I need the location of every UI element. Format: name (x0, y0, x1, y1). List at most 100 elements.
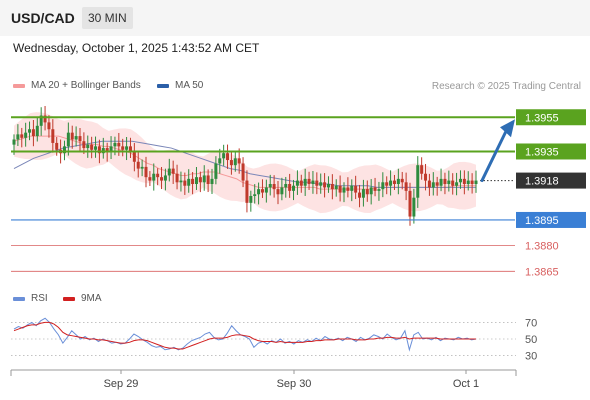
candle-body (66, 132, 70, 147)
candle-body (117, 142, 121, 147)
candle-body (458, 178, 462, 183)
rsi-tick-label: 50 (525, 334, 537, 346)
candle-body (82, 141, 86, 149)
time-tick-label: Oct 1 (453, 378, 479, 390)
legend-swatch-rsi-ma (63, 296, 75, 301)
candle-body (51, 129, 55, 143)
candle-body (474, 180, 478, 185)
candle-body (206, 175, 210, 185)
candle-body (74, 136, 78, 140)
candle-body (420, 165, 424, 174)
candle-body (163, 175, 167, 181)
candle-body (257, 189, 261, 195)
candle-body (86, 144, 90, 149)
candle-body (443, 178, 447, 185)
header-bar: USD/CAD 30 MIN (0, 0, 590, 36)
candle-body (470, 180, 474, 185)
candle-body (152, 173, 156, 181)
candle-body (284, 184, 288, 188)
candle-body (229, 160, 233, 166)
candle-body (191, 178, 195, 185)
candle-body (330, 184, 334, 190)
legend-swatch-ma50 (157, 83, 169, 88)
candle-body (396, 178, 400, 185)
legend-bollinger: MA 20 + Bollinger Bands (13, 80, 141, 91)
candle-body (392, 180, 396, 185)
candle-body (361, 189, 365, 198)
candle-body (241, 163, 245, 181)
candle-body (140, 166, 144, 169)
candle-body (435, 182, 439, 186)
ma50-line (13, 140, 476, 188)
research-credit: Research © 2025 Trading Central (431, 81, 581, 92)
legend-rsi: RSI (13, 293, 48, 304)
candle-body (179, 180, 183, 183)
candle-body (24, 132, 28, 138)
candle-body (214, 163, 218, 179)
candle-body (323, 182, 327, 188)
candle-body (160, 177, 164, 181)
candle-body (439, 178, 443, 186)
level-label-box (516, 211, 586, 228)
candle-body (226, 153, 230, 161)
candle-body (125, 146, 129, 150)
timestamp: Wednesday, October 1, 2025 1:43:52 AM CE… (13, 41, 260, 55)
candle-body (109, 146, 113, 152)
candle-body (31, 129, 35, 137)
candle-body (156, 173, 160, 178)
time-tick-label: Sep 29 (104, 378, 139, 390)
rsi-line (13, 317, 477, 352)
candle-body (462, 178, 466, 185)
level-label: 1.3865 (525, 266, 559, 278)
level-label: 1.3895 (525, 215, 559, 227)
candle-body (167, 168, 171, 176)
rsi-ma-line (13, 321, 476, 350)
candle-body (299, 180, 303, 186)
candle-body (94, 146, 98, 150)
level-label-box (516, 143, 586, 160)
legend-swatch-ma20 (13, 83, 25, 88)
candle-body (431, 182, 435, 188)
candle-body (342, 187, 346, 193)
legend-rsi-ma-label: 9MA (81, 293, 102, 304)
candle-body (466, 180, 470, 185)
time-tick-label: Sep 30 (277, 378, 312, 390)
candle-body (237, 158, 241, 164)
rsi-panel: 70 50 30 (11, 317, 537, 363)
candle-body (62, 146, 66, 154)
bollinger-band-area (14, 112, 476, 214)
legend-rsi-ma: 9MA (63, 293, 102, 304)
candle-body (253, 194, 257, 196)
candle-body (264, 187, 268, 193)
candle-body (97, 146, 101, 154)
candle-body (218, 158, 222, 164)
candle-body (404, 182, 408, 191)
candle-body (233, 158, 237, 166)
time-axis: Sep 29 Sep 30 Oct 1 (10, 369, 517, 390)
candle-body (288, 184, 292, 191)
candle-body (319, 182, 323, 186)
candle-body (276, 189, 280, 195)
candle-body (311, 180, 315, 185)
candle-body (187, 178, 191, 186)
instrument-name: USD/CAD (11, 10, 75, 26)
candle-body (144, 166, 148, 178)
candle-body (121, 146, 125, 150)
candle-body (447, 180, 451, 185)
legend-ma50: MA 50 (157, 80, 203, 91)
candle-body (280, 187, 284, 195)
legend-rsi-label: RSI (31, 293, 48, 304)
candle-body (90, 144, 94, 150)
timeframe-badge[interactable]: 30 MIN (82, 7, 133, 29)
candle-body (303, 178, 307, 186)
candle-body (198, 177, 202, 183)
candle-body (222, 153, 226, 159)
legend-ma50-label: MA 50 (175, 80, 204, 91)
candle-body (381, 182, 385, 190)
candle-body (175, 173, 179, 183)
rsi-tick-label: 30 (525, 351, 537, 363)
candle-body (20, 134, 24, 138)
candle-body (78, 136, 82, 142)
candle-body (338, 185, 342, 193)
candle-body (148, 177, 152, 181)
